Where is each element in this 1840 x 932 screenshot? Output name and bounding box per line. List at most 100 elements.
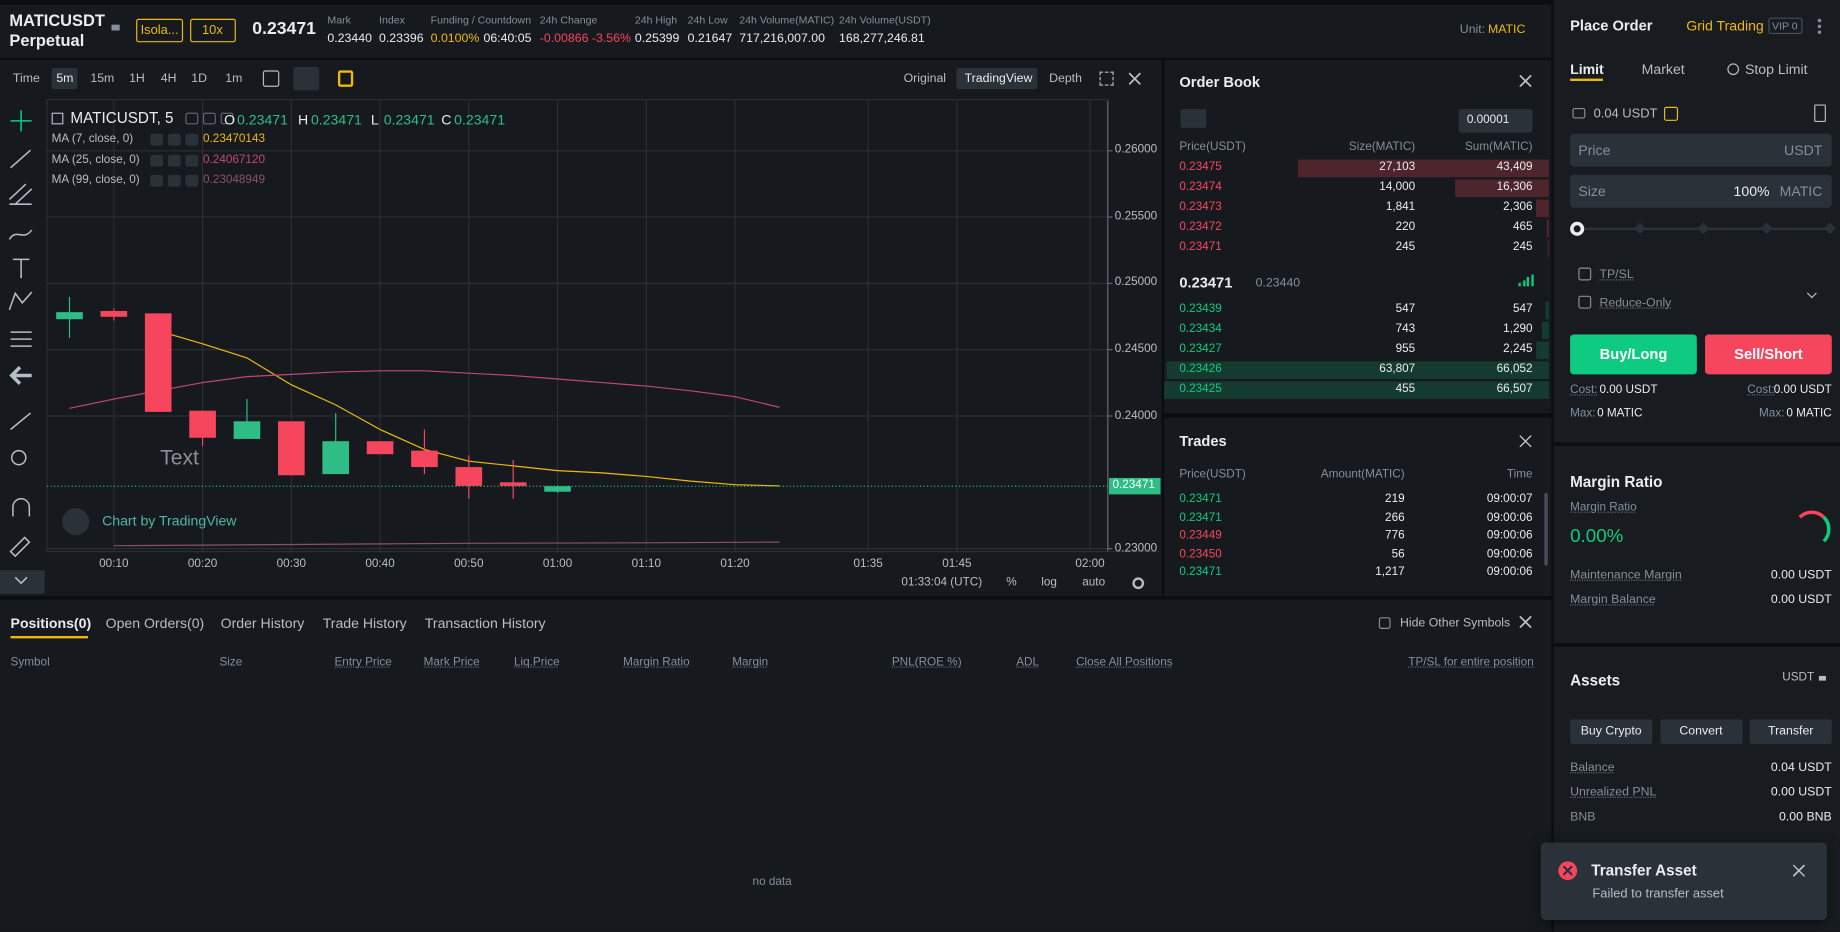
interval-button[interactable]: 1m: [225, 71, 243, 86]
interval-button[interactable]: Time: [12, 71, 40, 86]
hide-symbols-checkbox[interactable]: [1378, 617, 1391, 629]
magnet-icon[interactable]: [12, 498, 31, 517]
depth-bar: [1545, 301, 1549, 320]
asset-button-label: Transfer: [1767, 724, 1814, 739]
measure-icon[interactable]: [10, 412, 31, 431]
ruler-lines-icon[interactable]: [10, 331, 32, 347]
interval-button[interactable]: 4H: [160, 71, 177, 86]
slider-handle[interactable]: [1570, 221, 1585, 236]
stat-value: -0.00866 -3.56%: [539, 31, 631, 46]
reduce-only-checkbox[interactable]: [1578, 295, 1592, 309]
view-button[interactable]: TradingView: [964, 71, 1033, 86]
back-icon[interactable]: [9, 366, 32, 385]
chart-option[interactable]: auto: [1082, 576, 1106, 590]
crosshair-icon[interactable]: [10, 110, 32, 132]
column-header: Sum(MATIC): [1464, 140, 1533, 154]
transfer-icon[interactable]: [1663, 106, 1679, 121]
buy-button[interactable]: [1570, 334, 1697, 375]
margin-mode: Isola...: [140, 23, 179, 38]
size-placeholder: Size: [1578, 183, 1606, 200]
watermark-logo: [62, 508, 90, 536]
text-icon[interactable]: [12, 258, 30, 279]
column-header: ADL: [1016, 655, 1040, 669]
chart-settings[interactable]: [1132, 577, 1145, 590]
close-button[interactable]: [1519, 435, 1532, 448]
book-layout-button[interactable]: [1213, 109, 1239, 128]
order-type-tab[interactable]: Limit: [1570, 61, 1604, 78]
pattern-icon[interactable]: [8, 291, 33, 311]
x-tick-label: 01:35: [853, 557, 883, 571]
order-type-tab[interactable]: Stop Limit: [1744, 61, 1808, 78]
lock-draw-icon[interactable]: [9, 536, 31, 558]
book-price[interactable]: 0.23434: [1179, 322, 1222, 336]
grid-trading-link[interactable]: Grid Trading: [1686, 17, 1764, 35]
book-layout-button[interactable]: [1246, 109, 1272, 128]
interval-button[interactable]: 1D: [191, 71, 208, 86]
trade-time: 09:00:06: [1486, 529, 1533, 543]
book-price[interactable]: 0.23473: [1179, 200, 1222, 214]
column-header[interactable]: Close All Positions: [1076, 655, 1173, 669]
book-size: 743: [1395, 322, 1416, 336]
asset-button[interactable]: [1749, 719, 1832, 744]
candle-body: [411, 450, 438, 468]
positions-tab[interactable]: Transaction History: [424, 614, 546, 632]
toast-close[interactable]: [1793, 864, 1805, 877]
book-price[interactable]: 0.23475: [1179, 160, 1222, 174]
y-tick-label: 0.24500: [1114, 342, 1158, 356]
toast: [1540, 842, 1828, 920]
interval-button[interactable]: 1H: [129, 71, 145, 86]
book-price[interactable]: 0.23474: [1179, 180, 1222, 194]
notes-button[interactable]: [337, 70, 354, 87]
close-button[interactable]: [1128, 72, 1141, 85]
positions-tab[interactable]: Open Orders(0): [105, 614, 205, 632]
channel-icon[interactable]: [8, 183, 33, 205]
book-price[interactable]: 0.23439: [1179, 302, 1222, 316]
book-price[interactable]: 0.23427: [1179, 342, 1222, 356]
book-price[interactable]: 0.23426: [1179, 362, 1222, 376]
trade-time: 09:00:07: [1486, 492, 1533, 506]
asset-button[interactable]: [1659, 719, 1743, 744]
view-button[interactable]: Depth: [1049, 71, 1082, 86]
chart-option[interactable]: log: [1041, 576, 1057, 590]
close-button[interactable]: [1519, 75, 1532, 87]
leverage-button[interactable]: [190, 18, 236, 43]
order-type-tab[interactable]: Market: [1641, 61, 1685, 78]
book-layout-button[interactable]: [1180, 109, 1207, 128]
legend-toggle: [51, 112, 64, 125]
unit-label: Unit:: [1459, 22, 1486, 37]
size-input[interactable]: [1570, 174, 1832, 208]
legend-icon: [203, 112, 216, 125]
fullscreen-button[interactable]: [1099, 71, 1114, 86]
book-price[interactable]: 0.23425: [1179, 382, 1222, 396]
interval-button[interactable]: 15m: [90, 71, 115, 86]
column-header: Entry Price: [334, 655, 392, 669]
interval-button[interactable]: 5m: [56, 71, 74, 86]
zoom-icon[interactable]: [10, 449, 27, 466]
line-icon[interactable]: [10, 149, 32, 169]
book-price[interactable]: 0.23471: [1179, 240, 1222, 254]
x-tick-label: 01:45: [942, 557, 972, 571]
symbol-dropdown[interactable]: [111, 24, 120, 31]
positions-tab[interactable]: Trade History: [322, 614, 407, 632]
assets-currency[interactable]: USDT: [1782, 671, 1815, 685]
settings-button[interactable]: [293, 66, 320, 91]
book-price[interactable]: 0.23472: [1179, 220, 1222, 234]
trade-time: 09:00:06: [1486, 547, 1533, 561]
chart-option[interactable]: %: [1006, 576, 1017, 590]
calculator-icon[interactable]: [1814, 104, 1826, 123]
view-button[interactable]: Original: [903, 71, 947, 86]
price-input[interactable]: [1570, 133, 1832, 167]
close-button[interactable]: [1519, 616, 1532, 628]
sell-button[interactable]: [1705, 334, 1832, 375]
positions-tab[interactable]: Positions(0): [10, 614, 92, 632]
brush-icon[interactable]: [8, 229, 33, 240]
tick-size-select[interactable]: [1458, 109, 1533, 133]
asset-button[interactable]: [1570, 719, 1653, 744]
stat-label: Mark: [327, 14, 351, 26]
tick-size: 0.00001: [1466, 113, 1510, 127]
tpsl-checkbox[interactable]: [1578, 267, 1592, 281]
margin-mode-button[interactable]: [136, 18, 184, 43]
margin-ratio-value: 0.00%: [1570, 526, 1624, 547]
positions-tab[interactable]: Order History: [220, 614, 305, 632]
draw-toggle[interactable]: [262, 70, 280, 87]
